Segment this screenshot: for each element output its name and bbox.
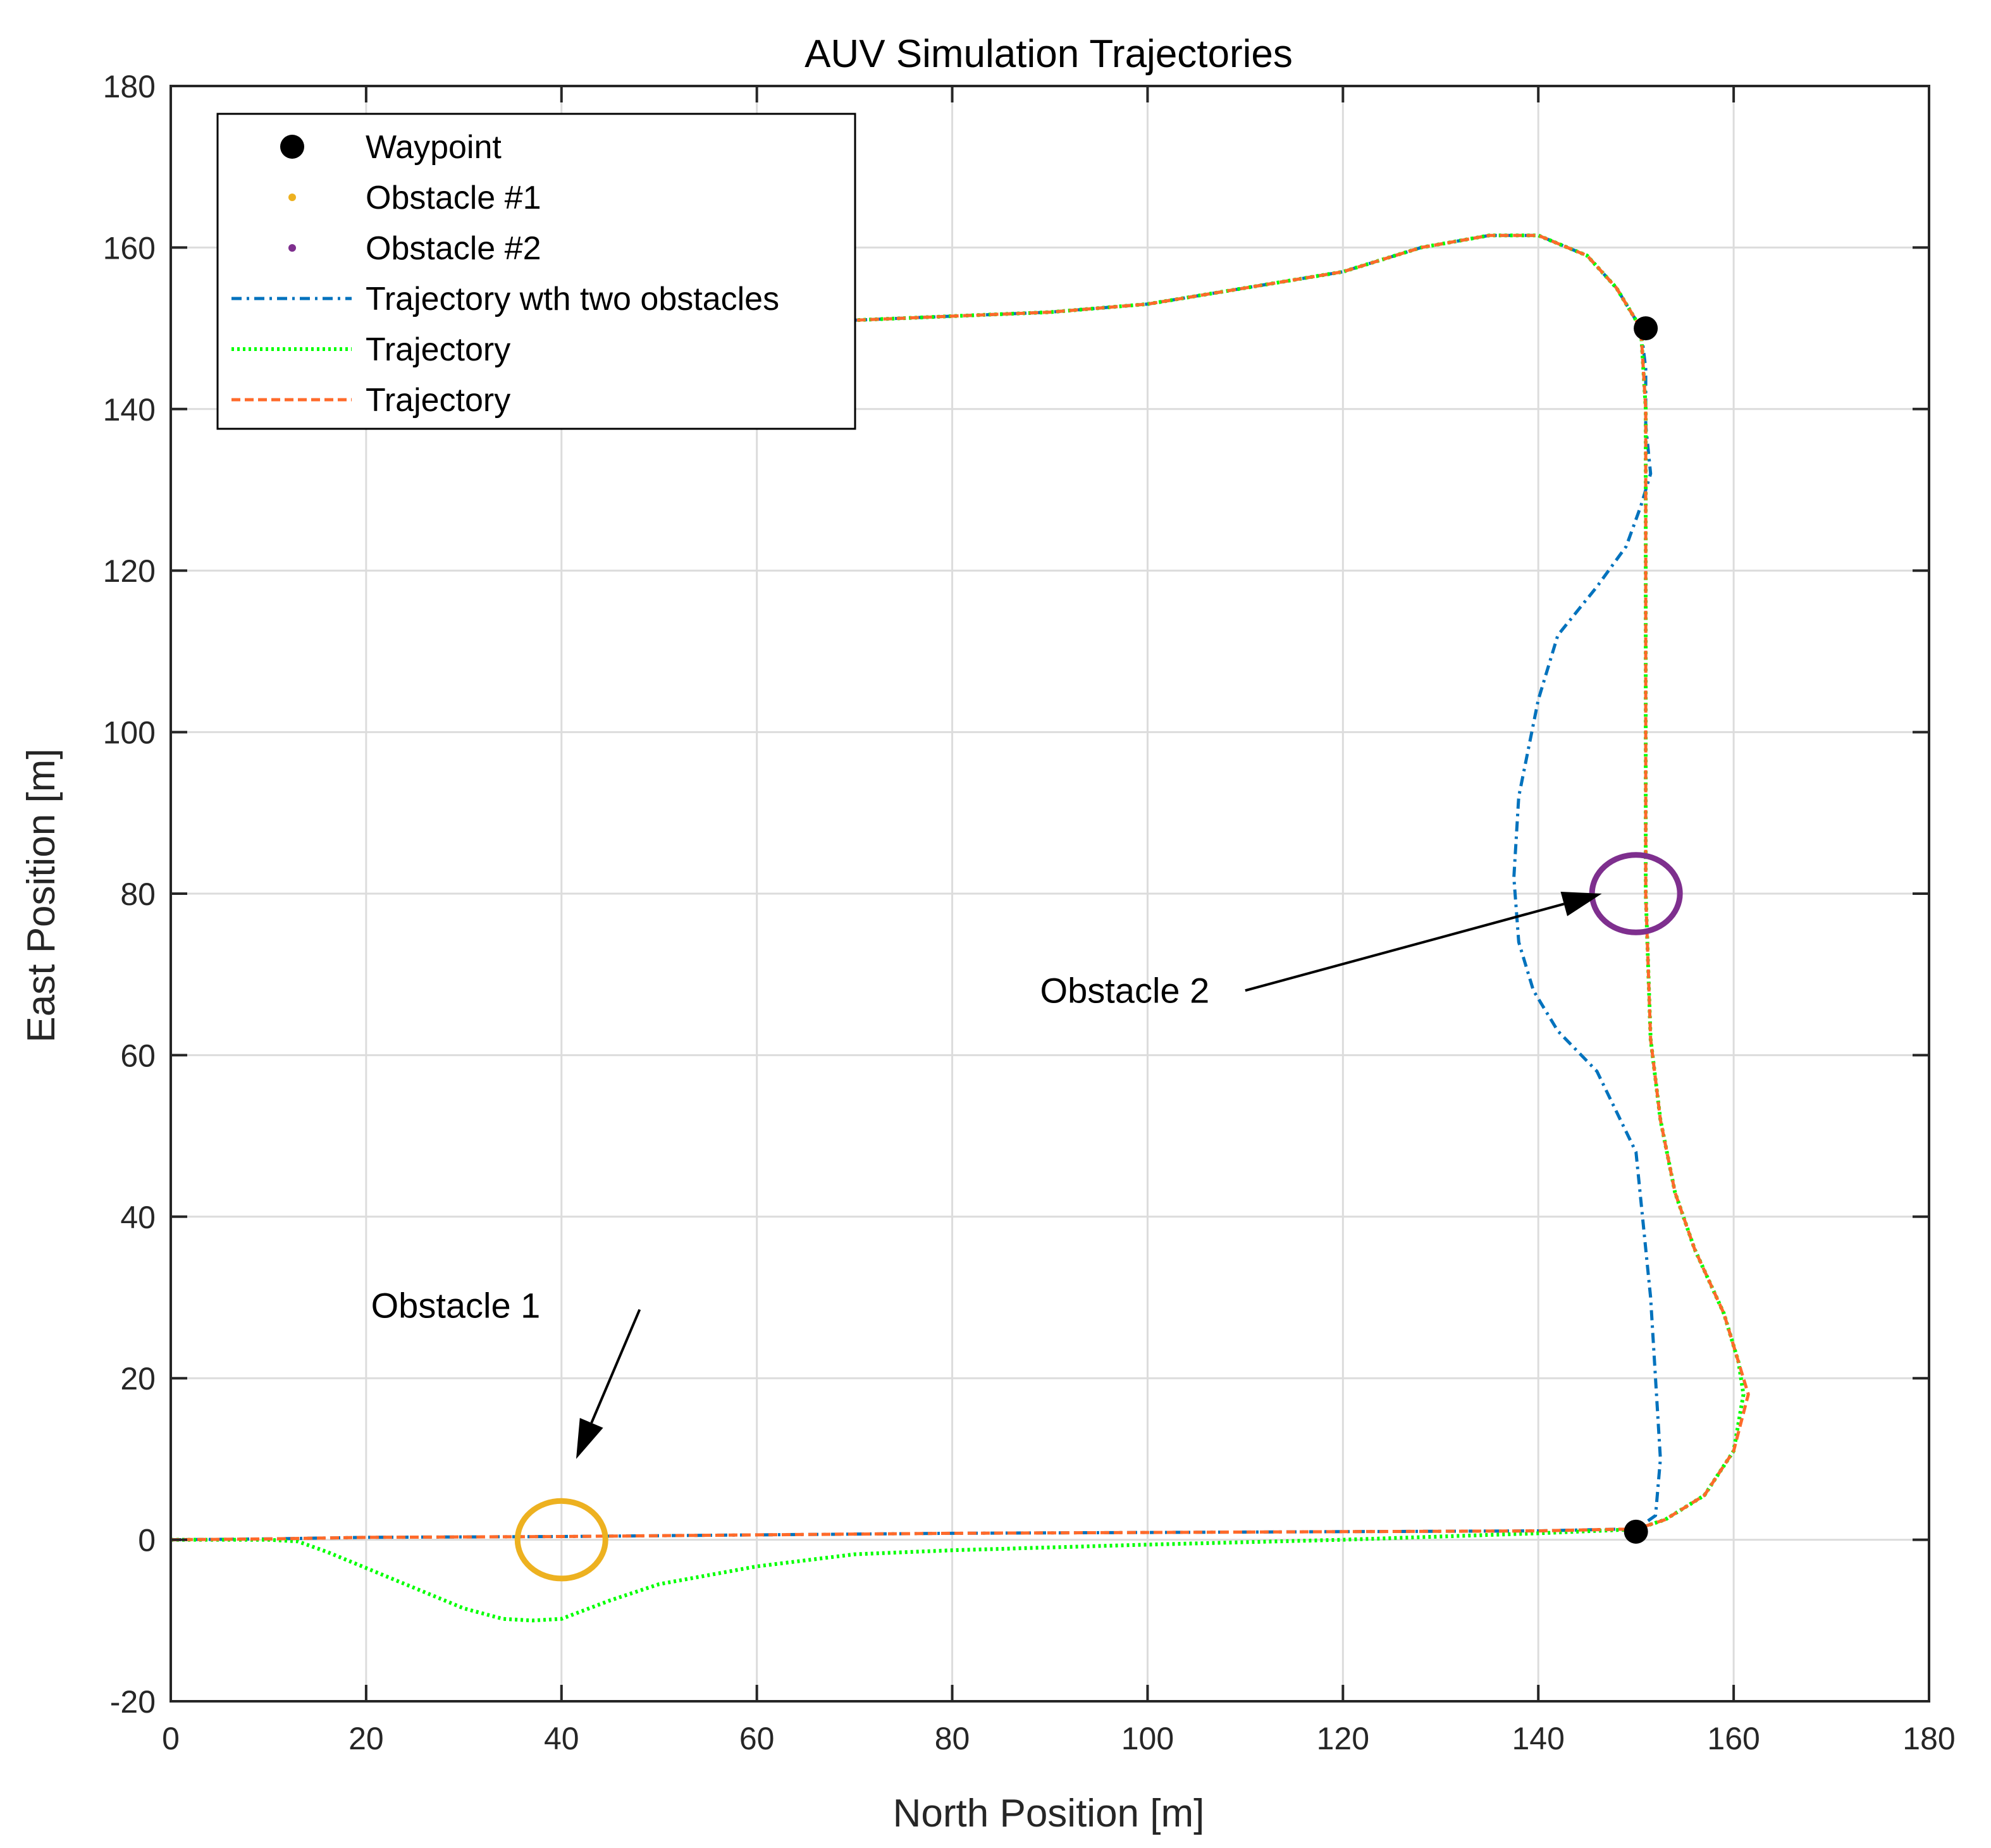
legend: Waypoint Obstacle #1 Obstacle #2 Trajectory… (216, 113, 856, 430)
y-tick-label: 60 (120, 1038, 156, 1073)
x-tick-label: 20 (348, 1721, 384, 1756)
waypoint-marker (1634, 316, 1658, 341)
x-tick-label: 0 (162, 1721, 180, 1756)
annotation-arrowhead (1560, 891, 1602, 916)
y-tick-label: -20 (110, 1684, 156, 1720)
annotation-arrowhead (576, 1418, 603, 1459)
y-tick-label: 120 (103, 553, 156, 589)
x-tick-label: 40 (544, 1721, 579, 1756)
x-tick-label: 160 (1707, 1721, 1760, 1756)
x-axis-label: North Position [m] (893, 1792, 1205, 1835)
y-tick-label: 0 (138, 1523, 156, 1558)
legend-label: Trajectory (366, 331, 510, 368)
plot-series (170, 233, 1750, 1623)
y-tick-label: 160 (103, 230, 156, 266)
series-line-3 (170, 233, 1750, 1542)
y-tick-label: 180 (103, 69, 156, 104)
x-tick-label: 180 (1902, 1721, 1955, 1756)
y-tick-label: 20 (120, 1361, 156, 1396)
series-line-2 (171, 233, 1746, 1623)
legend-label: Trajectory wth two obstacles (366, 281, 779, 317)
annotation-arrow-line (590, 1309, 641, 1424)
y-tick-label: 40 (120, 1200, 156, 1235)
chart-title: AUV Simulation Trajectories (804, 32, 1293, 76)
waypoint-marker (1624, 1519, 1648, 1544)
x-tick-label: 80 (935, 1721, 970, 1756)
legend-label: Trajectory (366, 382, 510, 419)
axes: 0 20 40 60 80 100 120 140 160 180-200204060801001… (103, 69, 1956, 1756)
y-axis-label: East Position [m] (20, 748, 63, 1042)
legend-label: Obstacle #2 (366, 230, 541, 267)
annotation-label: Obstacle 2 (1040, 970, 1210, 1010)
x-tick-label: 140 (1512, 1721, 1565, 1756)
legend-swatch-dot (288, 194, 296, 201)
legend-swatch-dot (288, 244, 296, 252)
legend-swatch-waypoint (280, 135, 304, 159)
annotation-arrow-line (1245, 902, 1565, 992)
x-tick-label: 60 (739, 1721, 775, 1756)
legend-label: Obstacle #1 (366, 180, 541, 216)
y-tick-label: 140 (103, 392, 156, 428)
y-tick-label: 100 (103, 715, 156, 751)
annotations: Obstacle 1 Obstacle 2 (371, 891, 1602, 1459)
legend-label: Waypoint (366, 129, 502, 166)
obstacle-1-circle (514, 1498, 608, 1582)
waypoints (1624, 316, 1658, 1544)
annotation-label: Obstacle 1 (371, 1285, 541, 1325)
x-tick-label: 100 (1121, 1721, 1174, 1756)
x-tick-label: 120 (1317, 1721, 1369, 1756)
legend-box (216, 113, 856, 430)
y-tick-label: 80 (120, 877, 156, 912)
